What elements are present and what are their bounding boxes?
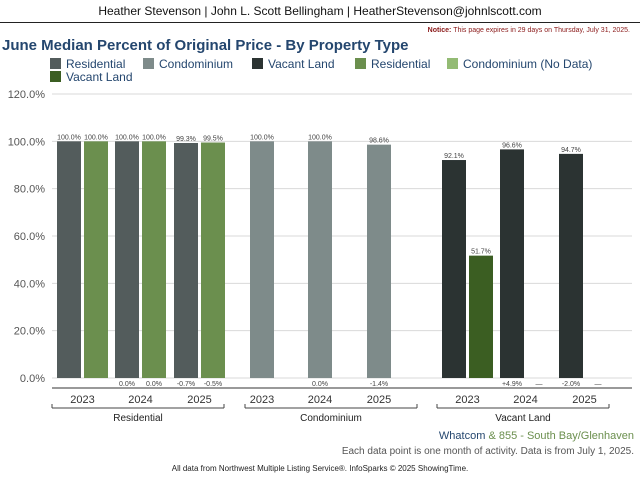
legend-label: Vacant Land <box>66 70 133 84</box>
y-tick-label: 60.0% <box>14 231 45 243</box>
bar <box>84 141 108 378</box>
yoy-change-label: 0.0% <box>119 381 135 388</box>
yoy-change-label: -0.7% <box>177 381 195 388</box>
bar-value-label: 100.0% <box>115 134 139 141</box>
y-tick-label: 0.0% <box>20 373 45 385</box>
yoy-change-label: -1.4% <box>370 381 388 388</box>
x-year-label: 2025 <box>367 394 391 406</box>
legend-label: Condominium <box>159 57 233 71</box>
chart-title: June Median Percent of Original Price - … <box>2 37 409 54</box>
x-year-label: 2023 <box>455 394 479 406</box>
bar <box>201 142 225 378</box>
x-year-label: 2025 <box>187 394 211 406</box>
bar <box>469 255 493 378</box>
x-year-label: 2023 <box>250 394 274 406</box>
bar <box>57 141 81 378</box>
bar-value-label: 94.7% <box>561 147 581 154</box>
bar-value-label: 100.0% <box>57 134 81 141</box>
yoy-change-label: 0.0% <box>312 381 328 388</box>
yoy-change-label: -0.5% <box>204 381 222 388</box>
yoy-change-label: -2.0% <box>562 381 580 388</box>
data-note: Each data point is one month of activity… <box>341 446 634 457</box>
bar-value-label: 100.0% <box>250 134 274 141</box>
legend-label: Residential <box>66 57 125 71</box>
data-source: All data from Northwest Multiple Listing… <box>171 464 469 473</box>
expiry-notice: Notice: This page expires in 29 days on … <box>428 27 630 34</box>
bar <box>115 141 139 378</box>
legend-swatch <box>143 58 154 69</box>
bar-value-label: 99.3% <box>176 136 196 143</box>
location-ampersand: & <box>488 430 496 442</box>
region-name: Whatcom <box>438 430 486 442</box>
bar <box>308 141 332 378</box>
notice-text: This page expires in 29 days on Thursday… <box>453 27 630 34</box>
y-tick-label: 100.0% <box>8 136 46 148</box>
notice-label: Notice: <box>427 27 452 34</box>
bar <box>142 141 166 378</box>
x-year-label: 2024 <box>128 394 152 406</box>
yoy-change-label: 0.0% <box>146 381 162 388</box>
bar-value-label: 51.7% <box>471 249 491 256</box>
y-tick-label: 20.0% <box>14 326 45 338</box>
agent-contact-line: Heather Stevenson | John L. Scott Bellin… <box>98 4 542 18</box>
bar-value-label: 98.6% <box>369 138 389 145</box>
bar-value-label: 100.0% <box>84 134 108 141</box>
bar <box>500 149 524 378</box>
legend-swatch <box>50 71 61 82</box>
x-year-label: 2025 <box>572 394 596 406</box>
bar <box>250 141 274 378</box>
bar <box>559 153 583 378</box>
bar <box>442 160 466 378</box>
bar-value-label: 92.1% <box>444 153 464 160</box>
x-group-label: Condominium <box>300 413 362 424</box>
yoy-change-label: — <box>536 381 543 388</box>
legend-label: Vacant Land <box>268 57 335 71</box>
bar <box>367 144 391 378</box>
y-tick-label: 80.0% <box>14 184 45 196</box>
bar-value-label: 96.6% <box>502 142 522 149</box>
legend-swatch <box>252 58 263 69</box>
bar <box>174 142 198 378</box>
legend-swatch <box>355 58 366 69</box>
bar-value-label: 100.0% <box>308 134 332 141</box>
legend-swatch <box>50 58 61 69</box>
x-group-label: Residential <box>113 413 162 424</box>
bar-value-label: 99.5% <box>203 136 223 143</box>
bar-value-label: 100.0% <box>142 134 166 141</box>
yoy-change-label: — <box>595 381 602 388</box>
x-year-label: 2023 <box>70 394 94 406</box>
x-year-label: 2024 <box>513 394 537 406</box>
location-line: Whatcom & 855 - South Bay/Glenhaven <box>439 430 634 442</box>
header-bar: Heather Stevenson | John L. Scott Bellin… <box>0 0 640 23</box>
legend-label: Residential <box>371 57 430 71</box>
x-group-label: Vacant Land <box>495 413 550 424</box>
legend-swatch <box>447 58 458 69</box>
x-year-label: 2024 <box>308 394 332 406</box>
yoy-change-label: +4.9% <box>502 381 522 388</box>
y-tick-label: 120.0% <box>8 89 46 101</box>
area-name: 855 - South Bay/Glenhaven <box>498 430 634 442</box>
legend-label: Condominium (No Data) <box>463 57 592 71</box>
y-tick-label: 40.0% <box>14 278 45 290</box>
